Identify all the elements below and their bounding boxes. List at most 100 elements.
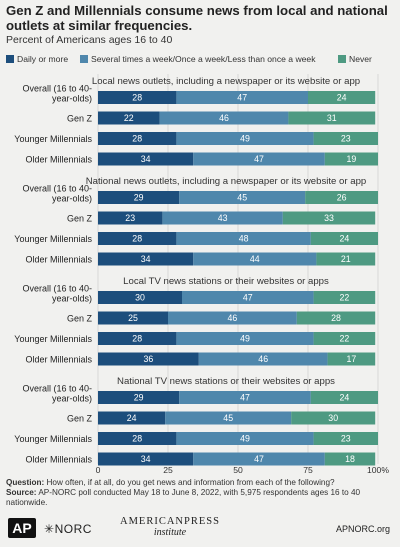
data-label-never: 18 [345,454,355,464]
bar-segment-daily [98,291,182,304]
bar-segment-never [313,291,376,304]
data-label-daily: 29 [134,393,144,403]
bar-segment-never [288,111,376,125]
chart-subtitle: Percent of Americans ages 16 to 40 [6,34,173,46]
bar-segment-never [313,132,378,145]
bar-segment-weekly [176,132,314,145]
data-label-never: 30 [328,413,338,423]
bar-segment-never [316,252,376,266]
ap-logo: AP [8,518,36,538]
data-label-never: 22 [340,293,350,303]
bar-segment-never [310,391,378,404]
bar-segment-daily [98,191,180,204]
data-label-weekly: 45 [237,193,247,203]
data-label-weekly: 46 [219,113,229,123]
bar-segment-weekly [182,291,314,304]
data-label-weekly: 47 [240,393,250,403]
data-label-weekly: 49 [240,134,250,144]
bar-segment-daily [98,311,168,325]
data-label-never: 31 [327,113,337,123]
row-label: Older Millennials [25,155,92,165]
data-label-weekly: 49 [240,434,250,444]
legend-swatch-daily [6,55,14,63]
data-label-weekly: 47 [243,293,253,303]
bar-segment-never [296,311,376,325]
data-label-daily: 34 [141,154,151,164]
row-label: Older Millennials [25,255,92,265]
legend-label-never: Never [349,54,372,64]
logo-bar: AP ✳NORC AMERICANPRESS institute APNORC.… [0,510,400,547]
data-label-daily: 30 [135,293,145,303]
site-link[interactable]: APNORC.org [335,524,390,534]
data-label-never: 28 [331,313,341,323]
bar-segment-daily [98,332,177,345]
x-tick-label: 100% [367,465,389,475]
bar-segment-never [313,432,378,445]
legend: Daily or more Several times a week/Once … [6,54,398,68]
bar-segment-never [327,352,376,366]
row-label: year-olds) [52,394,92,404]
norc-star-icon: ✳ [44,522,55,536]
row-label: year-olds) [52,294,92,304]
question-note: Question: How often, if at all, do you g… [6,478,394,488]
data-label-never: 17 [347,354,357,364]
x-tick-label: 25 [163,465,173,475]
bar-segment-daily [98,432,177,445]
data-label-never: 24 [337,93,347,103]
bar-segment-weekly [176,432,314,445]
row-label: Gen Z [67,114,93,124]
data-label-weekly: 48 [239,234,249,244]
source-note: Source: AP-NORC poll conducted May 18 to… [6,488,394,508]
data-label-weekly: 43 [218,213,228,223]
bar-segment-daily [98,352,199,366]
row-label: year-olds) [52,194,92,204]
bar-segment-never [324,152,378,166]
data-label-daily: 28 [132,434,142,444]
data-label-daily: 25 [128,313,138,323]
question-text: How often, if at all, do you get news an… [46,478,335,487]
data-label-weekly: 45 [223,413,233,423]
data-label-daily: 28 [132,93,142,103]
row-label: Overall (16 to 40- [22,184,92,194]
api-logo-sub: institute [153,527,187,538]
bar-segment-weekly [168,311,297,325]
data-label-weekly: 49 [240,334,250,344]
data-label-weekly: 46 [228,313,238,323]
data-label-daily: 34 [141,254,151,264]
bar-segment-daily [98,252,194,266]
data-label-never: 24 [340,393,350,403]
row-label: Older Millennials [25,455,92,465]
data-label-daily: 28 [132,334,142,344]
chart-title: Gen Z and Millennials consume news from … [6,3,388,33]
data-label-daily: 23 [125,213,135,223]
bar-segment-weekly [176,232,311,245]
legend-swatch-weekly [80,55,88,63]
bar-segment-weekly [193,452,325,466]
data-label-never: 33 [324,213,334,223]
legend-item-never: Never [338,54,372,64]
legend-label-weekly: Several times a week/Once a week/Less th… [91,54,316,64]
bar-segment-daily [98,232,177,245]
bar-segment-never [308,91,376,104]
bar-segment-daily [98,132,177,145]
bar-segment-never [310,232,378,245]
data-label-never: 22 [340,334,350,344]
bar-segment-weekly [162,211,283,225]
source-label: Source: [6,488,37,497]
legend-label-daily: Daily or more [17,54,69,64]
data-label-daily: 28 [132,234,142,244]
row-label: Younger Millennials [14,134,92,144]
api-logo-main: AMERICANPRESS [120,516,220,527]
row-label: Younger Millennials [14,434,92,444]
norc-logo: ✳NORC [44,522,92,536]
bar-segment-daily [98,411,166,425]
data-label-weekly: 47 [237,93,247,103]
bar-segment-never [291,411,376,425]
bar-segment-never [282,211,376,225]
bar-segment-never [313,332,376,345]
row-label: Younger Millennials [14,334,92,344]
data-label-never: 23 [341,434,351,444]
data-label-never: 19 [347,154,357,164]
row-label: Gen Z [67,414,93,424]
footer-notes: Question: How often, if at all, do you g… [6,478,394,508]
